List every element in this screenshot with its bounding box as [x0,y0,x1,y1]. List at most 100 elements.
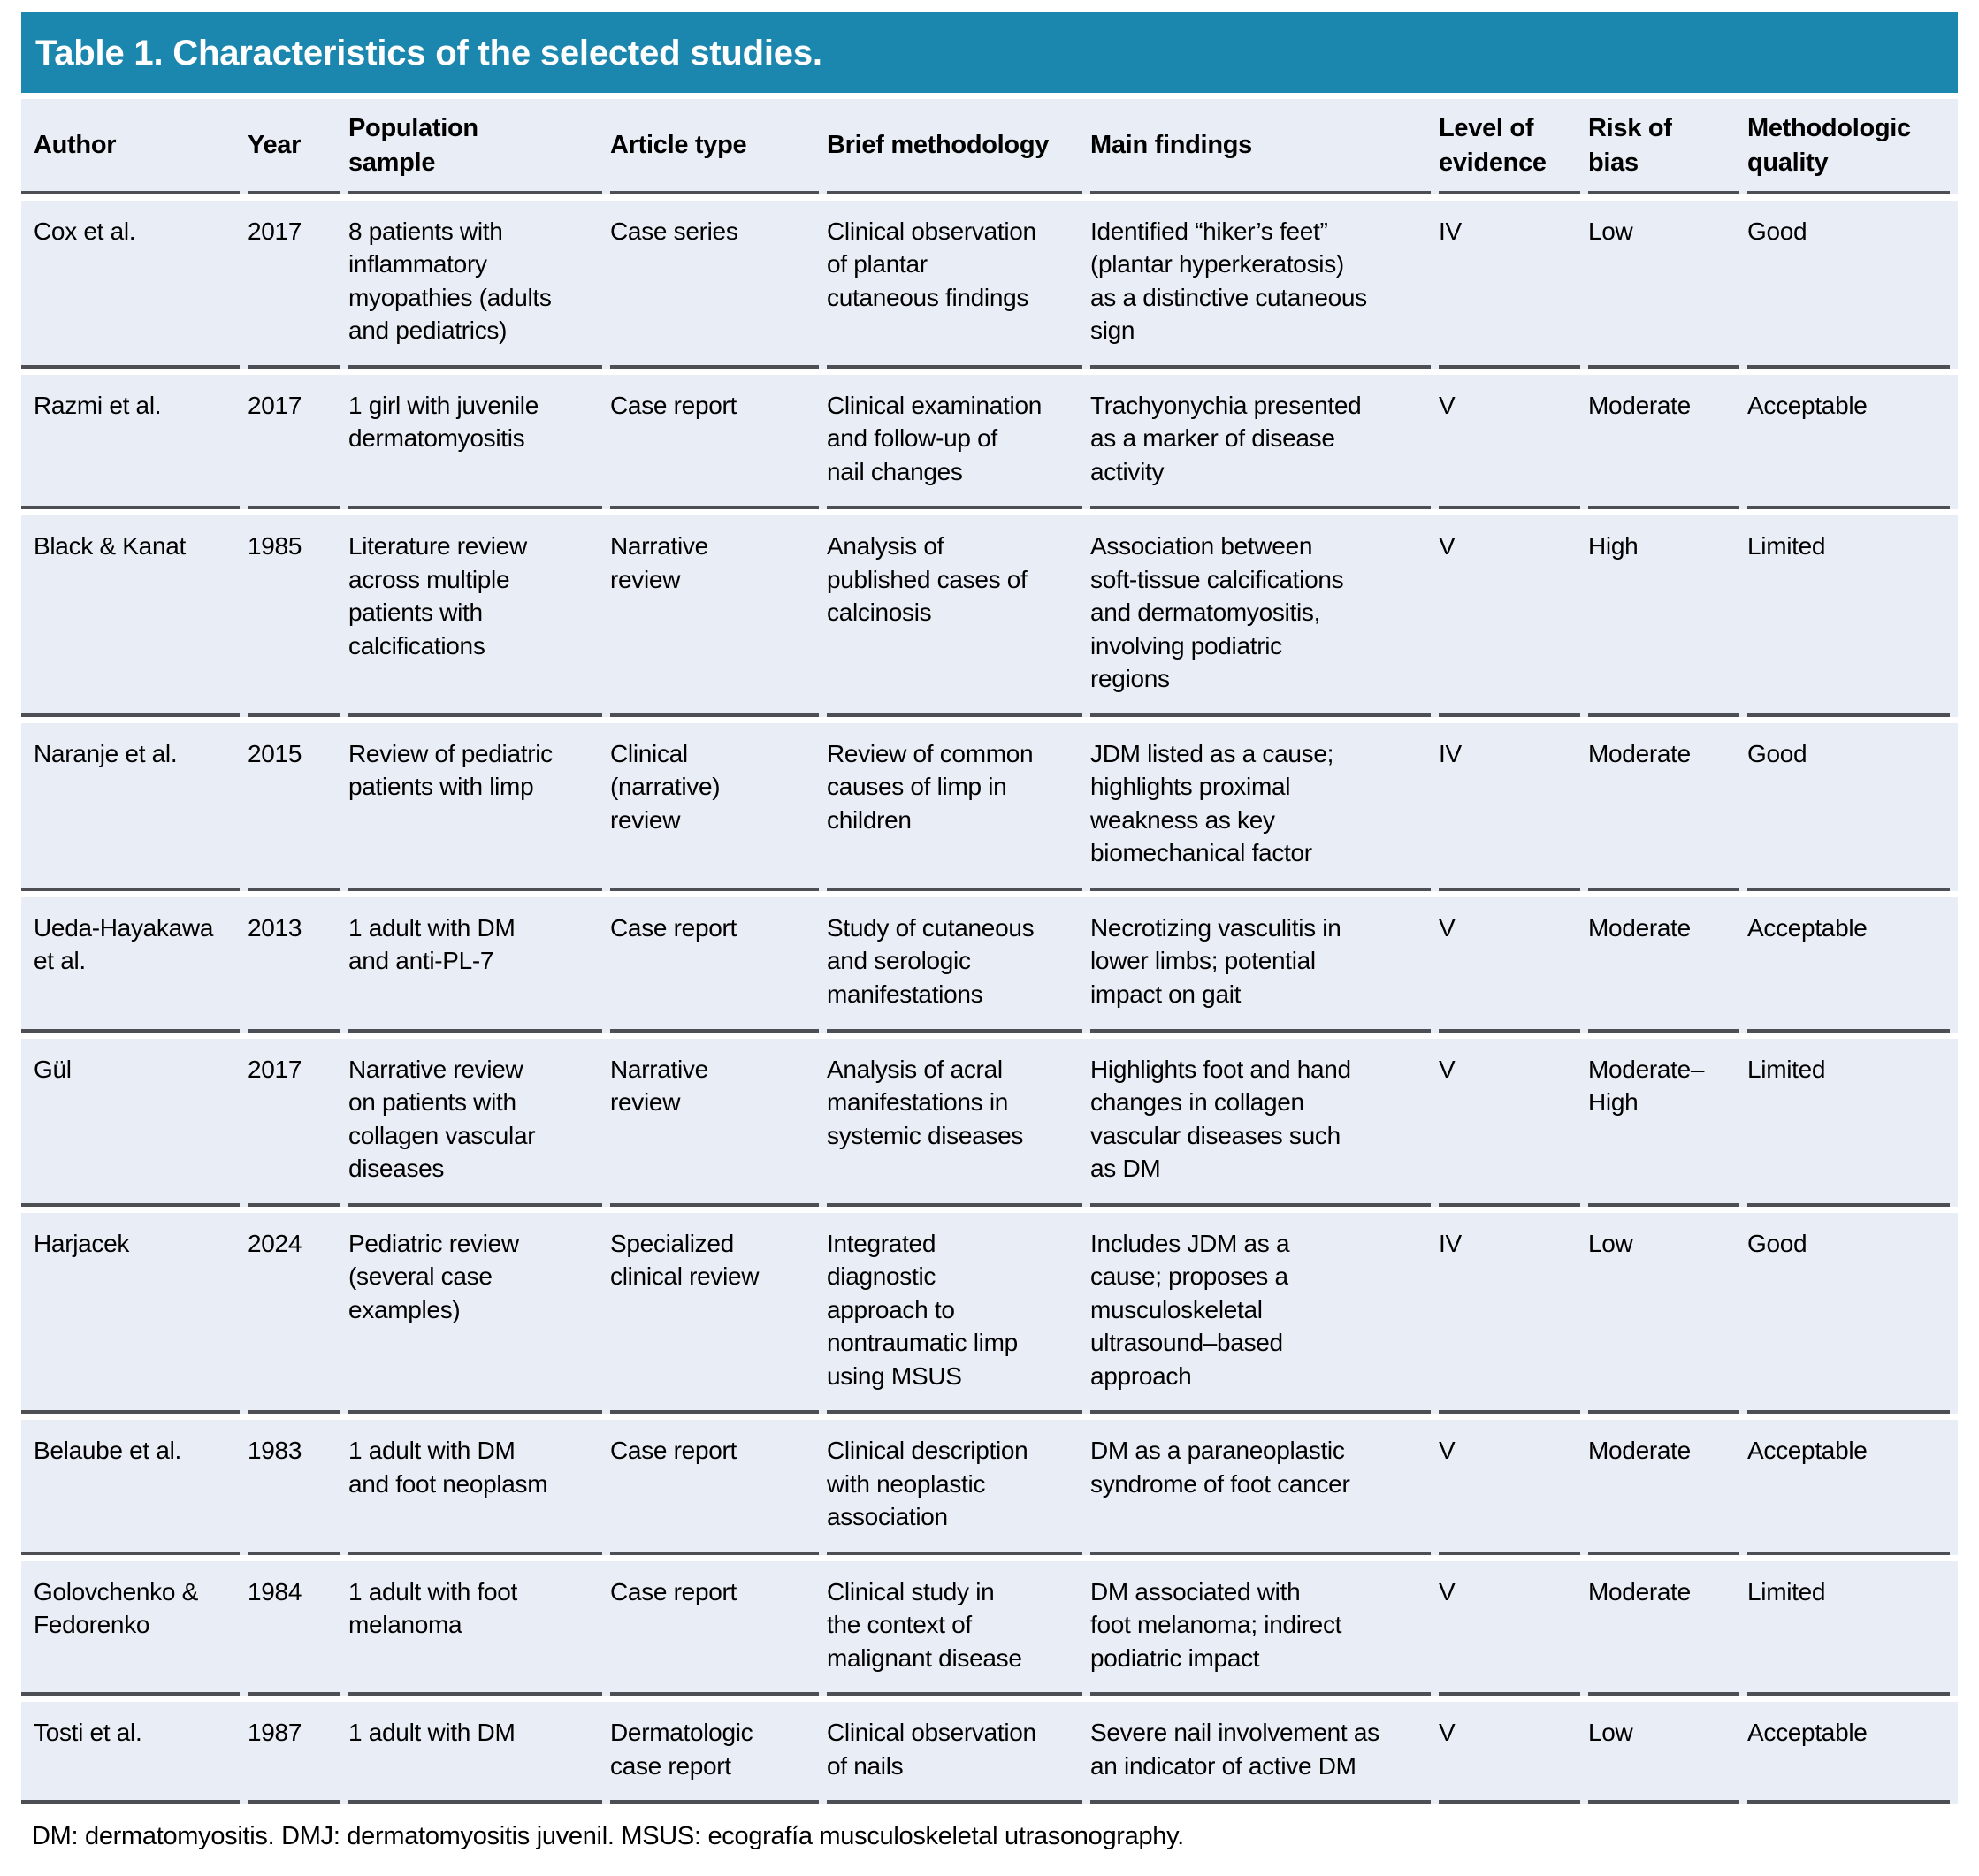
table-cell: DM associated with foot melanoma; indire… [1090,1560,1439,1697]
table-cell: 2017 [248,1038,348,1207]
table-row: Harjacek 2024 Pediatric review (several ca… [21,1212,1958,1415]
column-header: Population sample [348,99,610,194]
column-header: Level of evidence [1439,99,1588,194]
table-cell: Good [1747,200,1958,369]
table-cell: Dermatologic case report [610,1702,827,1804]
column-header: Year [248,99,348,194]
table-cell: Specialized clinical review [610,1212,827,1415]
table-row: Cox et al. 2017 8 patients with inflammato… [21,200,1958,369]
table-cell: V [1439,1038,1588,1207]
table-cell: Clinical examination and follow-up of na… [827,374,1090,510]
table-cell: Acceptable [1747,1420,1958,1555]
table-cell: Study of cutaneous and serologic manifes… [827,896,1090,1033]
table-footnote: DM: dermatomyositis. DMJ: dermatomyositi… [32,1822,1184,1851]
table-cell: Case report [610,1560,827,1697]
table-cell: Black & Kanat [21,515,248,717]
table-cell: Good [1747,1212,1958,1415]
table-cell: Belaube et al. [21,1420,248,1555]
table-cell: Pediatric review (several case examples) [348,1212,610,1415]
table-cell: Clinical study in the context of maligna… [827,1560,1090,1697]
table-cell: 2017 [248,200,348,369]
table-cell: Highlights foot and hand changes in coll… [1090,1038,1439,1207]
table-cell: 2024 [248,1212,348,1415]
table-cell: Limited [1747,515,1958,717]
table-row: Belaube et al. 1983 1 adult with DM and fo… [21,1420,1958,1555]
table-cell: Analysis of published cases of calcinosi… [827,515,1090,717]
column-header: Brief methodology [827,99,1090,194]
table-cell: Narrative review on patients with collag… [348,1038,610,1207]
table-row: Tosti et al. 1987 1 adult with DM Dermatolo… [21,1702,1958,1804]
table-row: Black & Kanat 1985 Literature review acros… [21,515,1958,717]
column-header: Risk of bias [1588,99,1747,194]
table-cell: Narrative review [610,515,827,717]
table-cell: Association between soft-tissue calcific… [1090,515,1439,717]
table-cell: Harjacek [21,1212,248,1415]
table-cell: Razmi et al. [21,374,248,510]
table-row: Gül 2017 Narrative review on patients with… [21,1038,1958,1207]
table-cell: 1983 [248,1420,348,1555]
table-cell: Limited [1747,1038,1958,1207]
table-cell: Gül [21,1038,248,1207]
table-cell: Golovchenko & Fedorenko [21,1560,248,1697]
table-cell: V [1439,1702,1588,1804]
table-cell: Includes JDM as a cause; proposes a musc… [1090,1212,1439,1415]
table-cell: Moderate [1588,374,1747,510]
table-cell: Limited [1747,1560,1958,1697]
table-cell: Low [1588,1212,1747,1415]
table-cell: V [1439,1560,1588,1697]
table-row: Naranje et al. 2015 Review of pediatric pa… [21,722,1958,891]
table-cell: Clinical description with neoplastic ass… [827,1420,1090,1555]
table-cell: Naranje et al. [21,722,248,891]
table-cell: Review of pediatric patients with limp [348,722,610,891]
studies-table: Author Year Population sample Article type B… [21,93,1958,1810]
table-cell: Necrotizing vasculitis in lower limbs; p… [1090,896,1439,1033]
table-cell: Acceptable [1747,896,1958,1033]
table-cell: 1 adult with DM and anti-PL-7 [348,896,610,1033]
table-cell: Moderate [1588,1420,1747,1555]
table-cell: IV [1439,200,1588,369]
table-cell: 2015 [248,722,348,891]
table-cell: Narrative review [610,1038,827,1207]
table-cell: Case series [610,200,827,369]
column-header: Main findings [1090,99,1439,194]
table-cell: IV [1439,1212,1588,1415]
table-cell: Low [1588,200,1747,369]
header-row: Author Year Population sample Article type B… [21,99,1958,194]
table-cell: 1984 [248,1560,348,1697]
table-row: Razmi et al. 2017 1 girl with juvenile der… [21,374,1958,510]
table-cell: V [1439,896,1588,1033]
table-cell: Case report [610,374,827,510]
table-cell: Clinical observation of plantar cutaneou… [827,200,1090,369]
table-cell: Good [1747,722,1958,891]
table-cell: High [1588,515,1747,717]
table-cell: 1987 [248,1702,348,1804]
table-cell: DM as a paraneoplastic syndrome of foot … [1090,1420,1439,1555]
table-cell: Ueda-Hayakawa et al. [21,896,248,1033]
table-row: Ueda-Hayakawa et al. 2013 1 adult with DM … [21,896,1958,1033]
table-cell: Clinical observation of nails [827,1702,1090,1804]
table-cell: Trachyonychia presented as a marker of d… [1090,374,1439,510]
table-cell: IV [1439,722,1588,891]
column-header: Article type [610,99,827,194]
table-cell: 1 adult with DM [348,1702,610,1804]
table-cell: 1985 [248,515,348,717]
table-cell: 1 girl with juvenile dermatomyositis [348,374,610,510]
table-cell: 2017 [248,374,348,510]
column-header: Methodologic quality [1747,99,1958,194]
table-cell: 1 adult with DM and foot neoplasm [348,1420,610,1555]
table-cell: Case report [610,1420,827,1555]
table-cell: Integrated diagnostic approach to nontra… [827,1212,1090,1415]
table-cell: Cox et al. [21,200,248,369]
table-cell: Identified “hiker’s feet” (plantar hyper… [1090,200,1439,369]
table-cell: Case report [610,896,827,1033]
table-cell: Clinical (narrative) review [610,722,827,891]
table-cell: Review of common causes of limp in child… [827,722,1090,891]
table-cell: V [1439,374,1588,510]
table-cell: Moderate [1588,722,1747,891]
table-cell: Literature review across multiple patien… [348,515,610,717]
table-cell: 8 patients with inflammatory myopathies … [348,200,610,369]
table-title: Table 1. Characteristics of the selected… [21,12,1958,93]
table-cell: Acceptable [1747,374,1958,510]
table-cell: JDM listed as a cause; highlights proxim… [1090,722,1439,891]
